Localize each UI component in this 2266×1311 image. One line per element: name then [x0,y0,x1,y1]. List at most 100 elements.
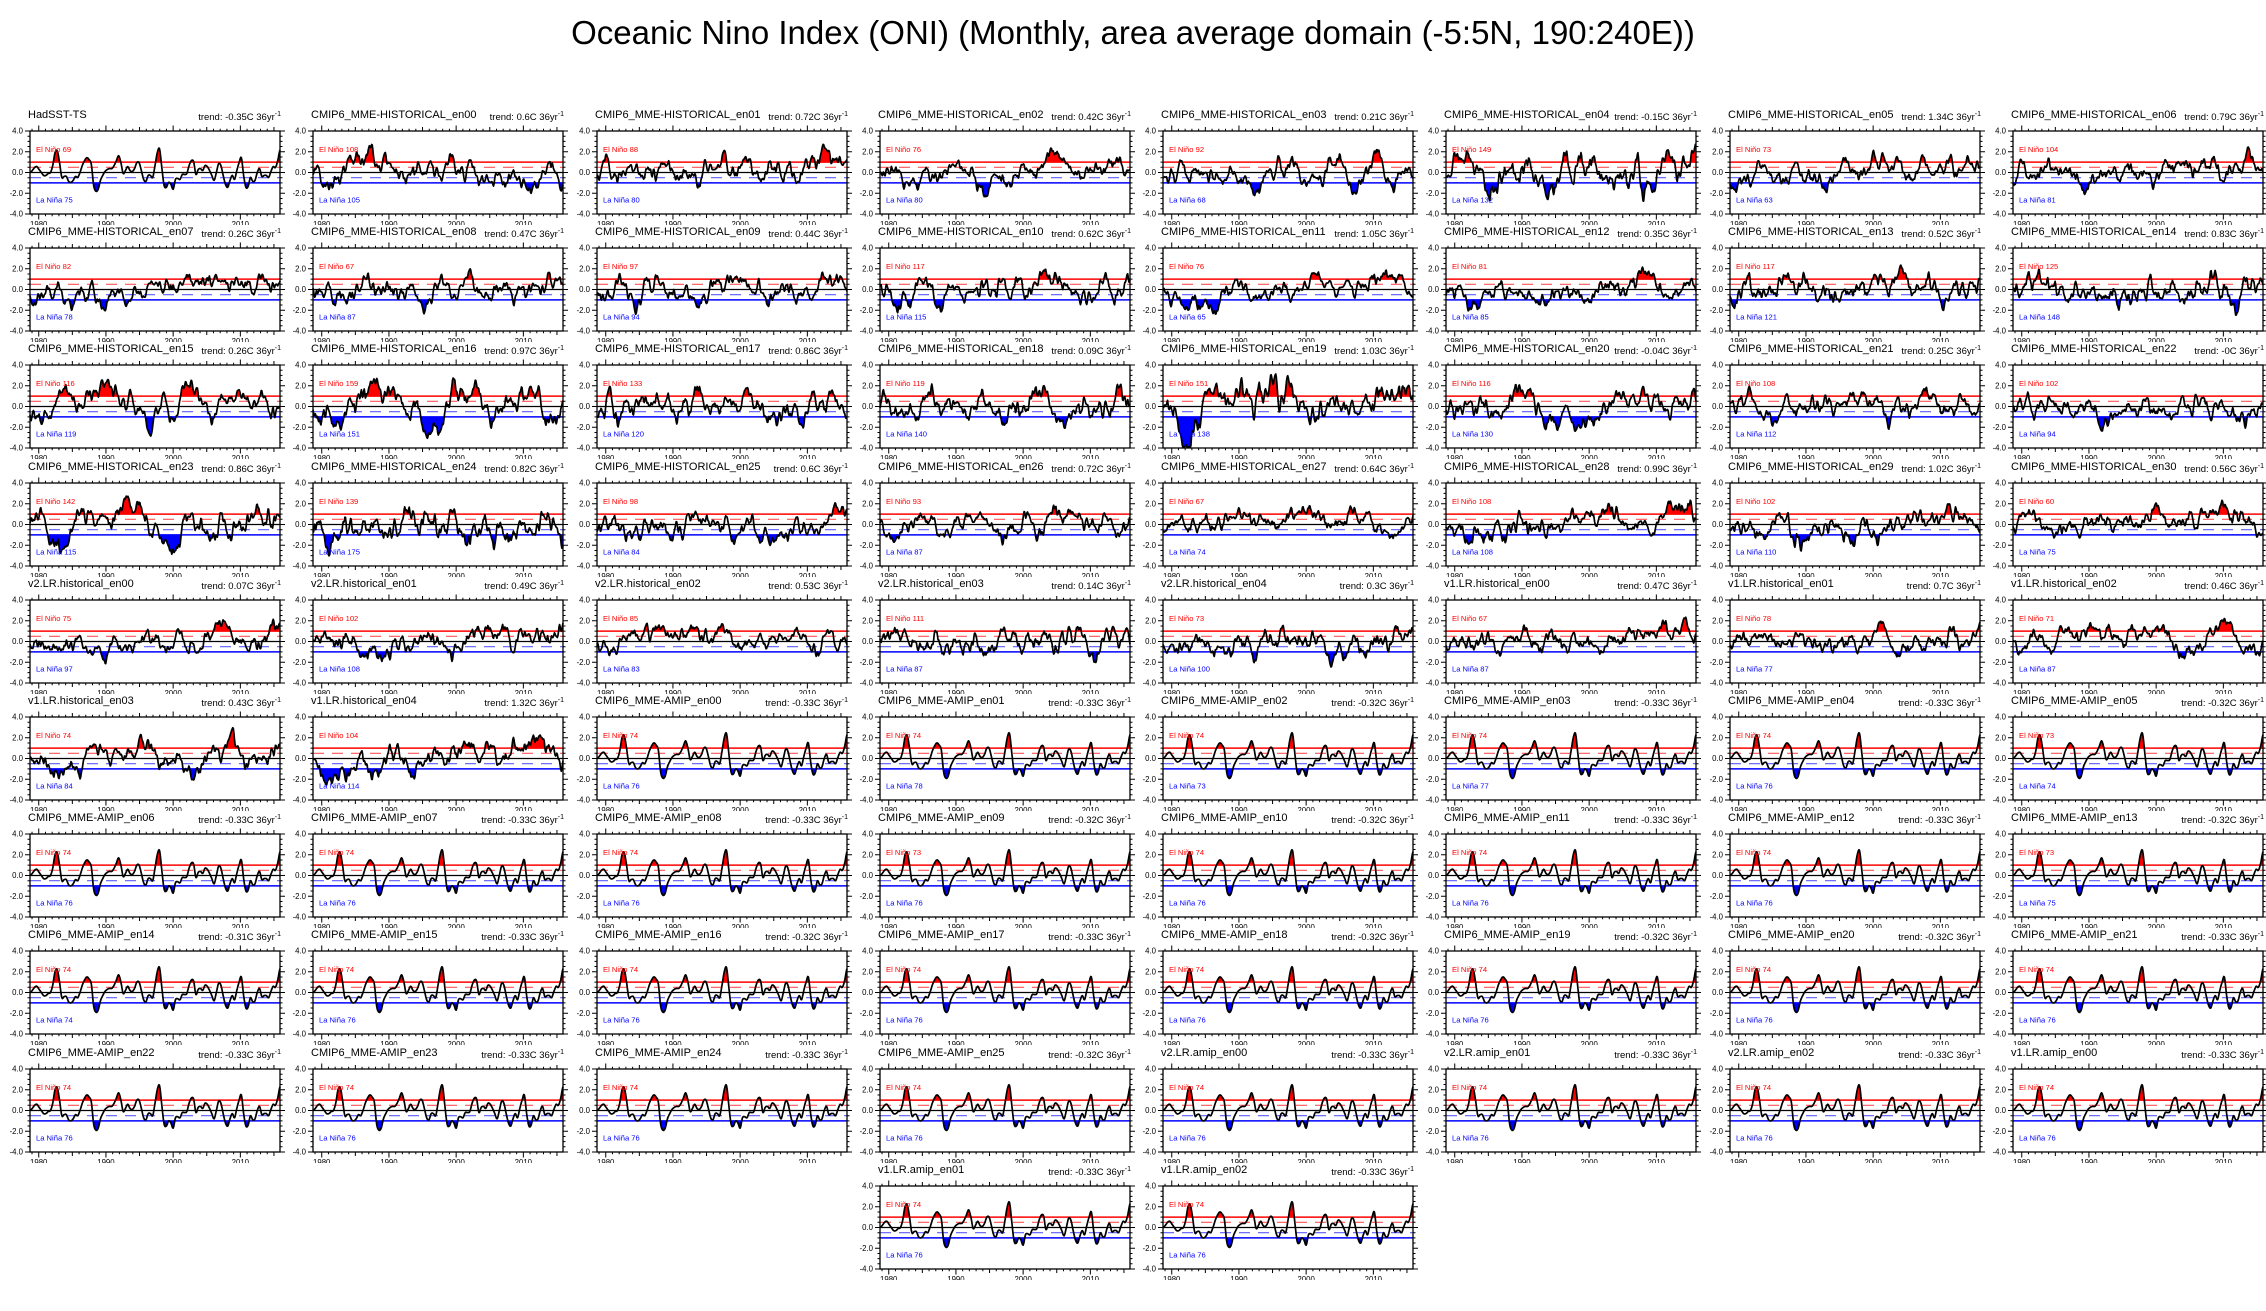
x-tick-label: 1990 [380,1040,398,1045]
la-nina-count-label: La Niña 73 [1169,781,1206,790]
trend-exponent: -1 [841,111,848,118]
y-tick-label: 4.0 [1712,127,1724,136]
trend-text: trend: -0.33C 36yr [1614,815,1691,827]
y-tick-label: 0.0 [295,1106,307,1115]
trend-exponent: -1 [2257,697,2264,704]
panel-plot: 4.0 2.0 0.0 -2.0 -4.0 1980 1990 2000 2010 El Niño… [1993,945,2266,1045]
panel-trend-label: trend: 0.49C 36yr-1 [484,580,564,592]
y-tick-label: -4.0 [1426,1030,1440,1039]
y-tick-label: -4.0 [1993,679,2007,688]
panel-title: CMIP6_MME-AMIP_en15 [311,929,438,941]
x-tick-label: 2010 [1082,1158,1100,1163]
panel-title: CMIP6_MME-HISTORICAL_en07 [28,226,194,238]
y-tick-label: -4.0 [10,679,24,688]
x-tick-label: 1990 [664,454,682,459]
x-tick-label: 2010 [1648,1158,1666,1163]
y-tick-label: -4.0 [1426,444,1440,453]
x-tick-label: 1990 [2080,1158,2098,1163]
y-tick-label: 0.0 [12,168,24,177]
y-tick-label: -2.0 [1710,1009,1724,1018]
y-tick-label: 0.0 [862,168,874,177]
axis-ticks [1158,1063,1418,1158]
y-tick-label: 2.0 [295,1085,307,1094]
panel-plot: 4.0 2.0 0.0 -2.0 -4.0 1980 1990 2000 2010 El Niño… [1426,1063,1701,1163]
panel-title: CMIP6_MME-AMIP_en01 [878,695,1005,707]
el-nino-count-label: El Niño 116 [1452,379,1491,388]
panel-trend-label: trend: -0.33C 36yr-1 [1614,814,1697,826]
x-tick-label: 1990 [97,689,115,694]
plot-frame [2012,1068,2264,1153]
x-tick-label: 2000 [2147,806,2165,811]
y-tick-label: 4.0 [1145,596,1157,605]
y-tick-label: -2.0 [1143,658,1157,667]
panel-plot: 4.0 2.0 0.0 -2.0 -4.0 1980 1990 2000 2010 El Niño… [1993,711,2266,811]
x-tick-label: 1980 [597,806,615,811]
axis-ticks [25,125,285,220]
panel-trend-label: trend: -0C 36yr-1 [2194,345,2264,357]
y-tick-label: -4.0 [1143,1148,1157,1157]
axis-ticks [1725,125,1985,220]
x-tick-label: 2000 [1297,572,1315,577]
panel-plot: 4.0 2.0 0.0 -2.0 -4.0 1980 1990 2000 2010 El Niño… [860,945,1135,1045]
x-tick-label: 1980 [1446,1158,1464,1163]
panel-plot: 4.0 2.0 0.0 -2.0 -4.0 1980 1990 2000 2010 El Niño… [1143,477,1418,577]
panel-title: CMIP6_MME-HISTORICAL_en21 [1728,343,1894,355]
y-tick-label: 0.0 [1995,871,2007,880]
la-nina-count-label: La Niña 77 [1452,781,1489,790]
axis-ticks [1158,477,1418,572]
oni-panel: v2.LR.amip_en02 trend: -0.33C 36yr-1 4.0 2.… [1702,1046,1985,1163]
y-tick-label: 2.0 [1995,850,2007,859]
y-tick-label: -2.0 [1710,658,1724,667]
plot-frame [312,599,564,684]
trend-exponent: -1 [2257,111,2264,118]
axis-ticks [1158,945,1418,1040]
trend-text: trend: -0.32C 36yr [1331,815,1408,827]
axis-ticks [875,594,1135,689]
y-tick-label: -4.0 [860,796,874,805]
y-tick-label: 2.0 [579,264,591,273]
x-tick-label: 2000 [164,337,182,342]
la-nina-count-label: La Niña 76 [1736,1015,1773,1024]
trend-text: trend: -0.32C 36yr [1898,932,1975,944]
oni-panel: v2.LR.historical_en01 trend: 0.49C 36yr-1… [285,577,568,694]
x-tick-label: 2000 [731,220,749,225]
y-tick-label: -4.0 [1993,562,2007,571]
plot-frame [879,950,1131,1035]
oni-panel: CMIP6_MME-AMIP_en24 trend: -0.33C 36yr-1 4… [569,1046,852,1163]
x-tick-label: 1990 [380,572,398,577]
y-tick-label: -4.0 [1426,679,1440,688]
y-tick-label: -4.0 [860,913,874,922]
el-nino-count-label: El Niño 149 [1452,145,1491,154]
panel-plot: 4.0 2.0 0.0 -2.0 -4.0 1980 1990 2000 2010 El Niño… [1143,242,1418,342]
y-tick-label: 0.0 [295,520,307,529]
la-nina-count-label: La Niña 74 [1169,547,1206,556]
plot-frame [1729,950,1981,1035]
y-tick-label: 4.0 [295,361,307,370]
trend-text: trend: -0.33C 36yr [198,1050,275,1062]
x-tick-label: 1990 [97,454,115,459]
panel-trend-label: trend: -0.33C 36yr-1 [1614,697,1697,709]
trend-exponent: -1 [274,228,281,235]
y-tick-label: -4.0 [1710,444,1724,453]
x-tick-label: 2010 [1365,1040,1383,1045]
x-tick-label: 1980 [1730,1040,1748,1045]
trend-exponent: -1 [1974,1049,1981,1056]
trend-text: trend: -0.32C 36yr [2181,815,2258,827]
y-tick-label: 4.0 [1712,479,1724,488]
panel-title: v1.LR.amip_en02 [1161,1164,1248,1176]
panel-trend-label: trend: -0.33C 36yr-1 [198,814,281,826]
panel-plot: 4.0 2.0 0.0 -2.0 -4.0 1980 1990 2000 2010 El Niño… [860,711,1135,811]
y-tick-label: -2.0 [293,1009,307,1018]
y-tick-label: 0.0 [1712,285,1724,294]
oni-panel: CMIP6_MME-HISTORICAL_en09 trend: 0.44C 36… [569,225,852,342]
oni-panel: CMIP6_MME-HISTORICAL_en11 trend: 1.05C 36… [1135,225,1418,342]
trend-text: trend: 0.47C 36yr [1617,581,1691,593]
y-tick-label: 0.0 [1428,402,1440,411]
panel-trend-label: trend: 0.26C 36yr-1 [201,228,281,240]
panel-trend-label: trend: 0.83C 36yr-1 [2184,228,2264,240]
y-tick-label: -2.0 [1426,1127,1440,1136]
y-tick-label: 2.0 [12,967,24,976]
x-tick-label: 1980 [1730,220,1748,225]
oni-panel: CMIP6_MME-AMIP_en05 trend: -0.32C 36yr-1 4… [1985,694,2266,811]
panel-title: CMIP6_MME-HISTORICAL_en08 [311,226,477,238]
